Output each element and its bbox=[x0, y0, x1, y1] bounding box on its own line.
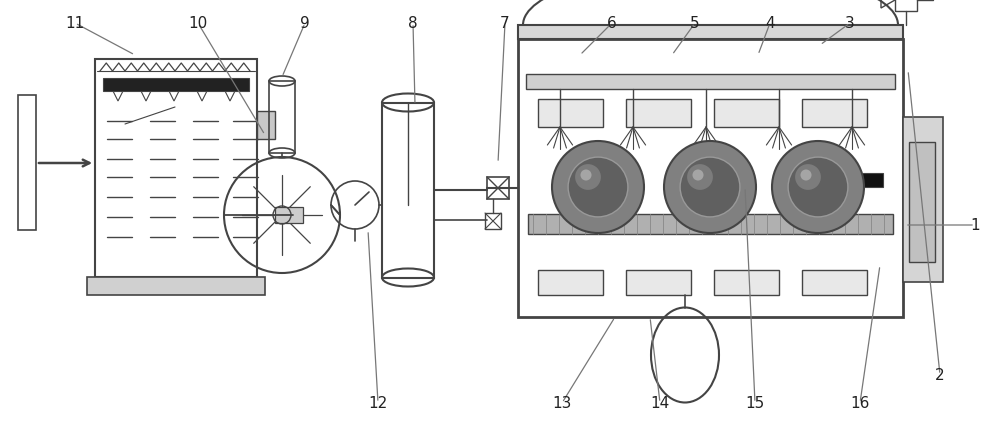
Bar bbox=[485, 213, 501, 229]
Circle shape bbox=[692, 170, 704, 181]
Text: 2: 2 bbox=[935, 368, 945, 382]
Text: 15: 15 bbox=[745, 396, 765, 411]
Bar bbox=[626, 270, 691, 295]
Bar bbox=[518, 39, 903, 317]
Text: 9: 9 bbox=[300, 15, 310, 31]
Bar bbox=[626, 99, 691, 127]
Circle shape bbox=[795, 164, 821, 190]
Circle shape bbox=[552, 141, 644, 233]
Text: 12: 12 bbox=[368, 396, 388, 411]
Bar bbox=[487, 177, 509, 199]
Text: 6: 6 bbox=[607, 15, 617, 31]
Text: 4: 4 bbox=[765, 15, 775, 31]
Bar bbox=[87, 277, 265, 295]
Circle shape bbox=[568, 157, 628, 217]
Text: 16: 16 bbox=[850, 396, 870, 411]
Bar bbox=[257, 111, 275, 139]
Circle shape bbox=[680, 157, 740, 217]
Text: 14: 14 bbox=[650, 396, 670, 411]
Bar bbox=[802, 270, 867, 295]
Bar bbox=[903, 117, 943, 282]
Circle shape bbox=[575, 164, 601, 190]
Circle shape bbox=[687, 164, 713, 190]
Circle shape bbox=[580, 170, 592, 181]
Circle shape bbox=[772, 141, 864, 233]
Ellipse shape bbox=[269, 148, 295, 158]
Bar bbox=[802, 99, 867, 127]
Bar bbox=[95, 59, 257, 277]
Circle shape bbox=[664, 141, 756, 233]
Bar bbox=[382, 102, 434, 278]
Circle shape bbox=[800, 170, 812, 181]
Text: 10: 10 bbox=[188, 15, 208, 31]
Bar bbox=[841, 173, 883, 187]
Text: 8: 8 bbox=[408, 15, 418, 31]
Bar bbox=[714, 270, 779, 295]
Circle shape bbox=[788, 157, 848, 217]
Bar bbox=[538, 270, 603, 295]
Text: 1: 1 bbox=[970, 218, 980, 232]
Text: 11: 11 bbox=[65, 15, 85, 31]
Bar bbox=[275, 207, 303, 223]
Bar bbox=[538, 99, 603, 127]
Bar bbox=[269, 81, 295, 153]
Text: 7: 7 bbox=[500, 15, 510, 31]
Bar bbox=[714, 99, 779, 127]
Bar bbox=[526, 74, 895, 89]
Text: 3: 3 bbox=[845, 15, 855, 31]
Text: 13: 13 bbox=[552, 396, 572, 411]
Text: 5: 5 bbox=[690, 15, 700, 31]
Bar bbox=[518, 25, 903, 39]
Bar bbox=[528, 214, 893, 234]
Bar bbox=[909, 142, 935, 262]
Ellipse shape bbox=[382, 269, 434, 286]
Bar bbox=[895, 0, 917, 11]
Bar bbox=[103, 78, 249, 91]
Bar bbox=[18, 95, 36, 230]
